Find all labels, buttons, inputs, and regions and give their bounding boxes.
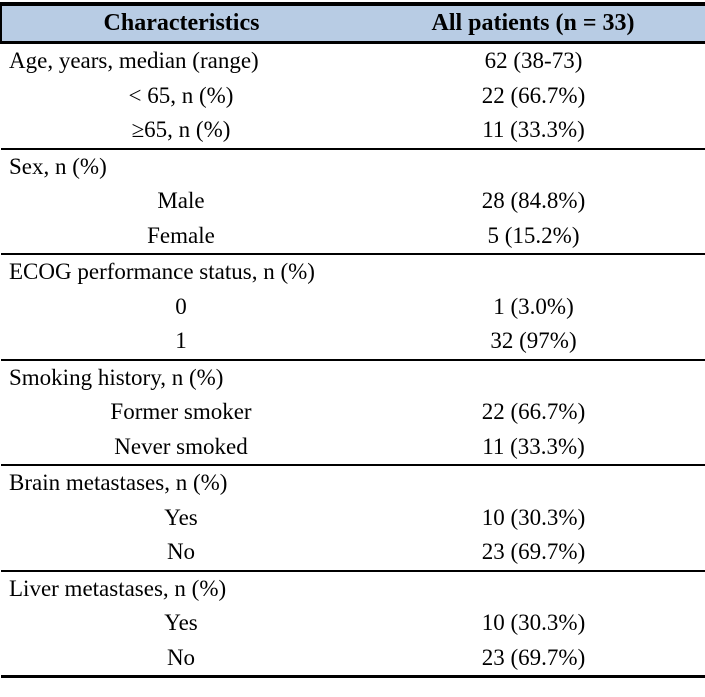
row-sublabel: 0 [175, 293, 187, 319]
row-value: 10 (30.3%) [481, 610, 586, 636]
table-row: Age, years, median (range) 62 (38-73) [1, 43, 705, 79]
row-value: 11 (33.3%) [361, 113, 705, 150]
row-sublabel: 1 [1, 324, 361, 361]
table-body: Age, years, median (range) 62 (38-73) < 65… [1, 43, 705, 678]
table-row: No 23 (69.7%) [1, 535, 705, 572]
row-value: 5 (15.2%) [361, 218, 705, 255]
table-row: Liver metastases, n (%) [1, 571, 705, 607]
row-value: 23 (69.7%) [361, 535, 705, 572]
row-section-label: Sex, n (%) [9, 153, 107, 179]
row-value [361, 465, 705, 501]
row-value: 1 (3.0%) [493, 293, 574, 319]
row-value: 22 (66.7%) [481, 82, 586, 108]
row-section-label: Smoking history, n (%) [9, 364, 224, 390]
row-value [361, 360, 705, 396]
column-header-characteristics: Characteristics [0, 2, 361, 44]
row-value: 62 (38-73) [484, 48, 583, 74]
row-section-label: Liver metastases, n (%) [9, 575, 227, 601]
row-sublabel: Never smoked [1, 429, 361, 466]
table-row: Male 28 (84.8%) [1, 184, 705, 219]
table-row: Smoking history, n (%) [1, 360, 705, 396]
row-sublabel: < 65, n (%) [128, 82, 234, 108]
row-section-label: ECOG performance status, n (%) [9, 259, 315, 285]
row-sublabel: Former smoker [110, 399, 252, 425]
table-row: Former smoker 22 (66.7%) [1, 395, 705, 430]
row-value: 28 (84.8%) [481, 188, 586, 214]
row-value [361, 571, 705, 607]
table-row: Brain metastases, n (%) [1, 465, 705, 501]
table-row: Yes 10 (30.3%) [1, 501, 705, 536]
row-value: 32 (97%) [361, 324, 705, 361]
table-row: ECOG performance status, n (%) [1, 254, 705, 290]
column-header-all-patients: All patients (n = 33) [361, 2, 705, 44]
table-row: Yes 10 (30.3%) [1, 606, 705, 641]
table-row: No 23 (69.7%) [1, 640, 705, 678]
table-row: 1 32 (97%) [1, 324, 705, 361]
row-section-label: Age, years, median (range) [9, 48, 259, 74]
table-row: Never smoked 11 (33.3%) [1, 429, 705, 466]
table-row: ≥65, n (%) 11 (33.3%) [1, 113, 705, 150]
row-value: 23 (69.7%) [361, 640, 705, 678]
row-section-label: Brain metastases, n (%) [9, 470, 228, 496]
table-row: Sex, n (%) [1, 149, 705, 185]
row-sublabel: Male [157, 188, 205, 214]
row-sublabel: No [1, 535, 361, 572]
patient-characteristics-table: Characteristics All patients (n = 33) Ag… [0, 2, 705, 678]
row-sublabel: Female [1, 218, 361, 255]
table-row: 0 1 (3.0%) [1, 290, 705, 325]
table-row: Female 5 (15.2%) [1, 218, 705, 255]
table-header-row: Characteristics All patients (n = 33) [0, 2, 705, 44]
row-value: 22 (66.7%) [481, 399, 586, 425]
row-sublabel: Yes [164, 610, 198, 636]
row-sublabel: Yes [164, 504, 198, 530]
row-value [361, 254, 705, 290]
row-sublabel: No [1, 640, 361, 678]
row-value [361, 149, 705, 185]
row-value: 11 (33.3%) [361, 429, 705, 466]
row-sublabel: ≥65, n (%) [1, 113, 361, 150]
row-value: 10 (30.3%) [481, 504, 586, 530]
table-row: < 65, n (%) 22 (66.7%) [1, 79, 705, 114]
